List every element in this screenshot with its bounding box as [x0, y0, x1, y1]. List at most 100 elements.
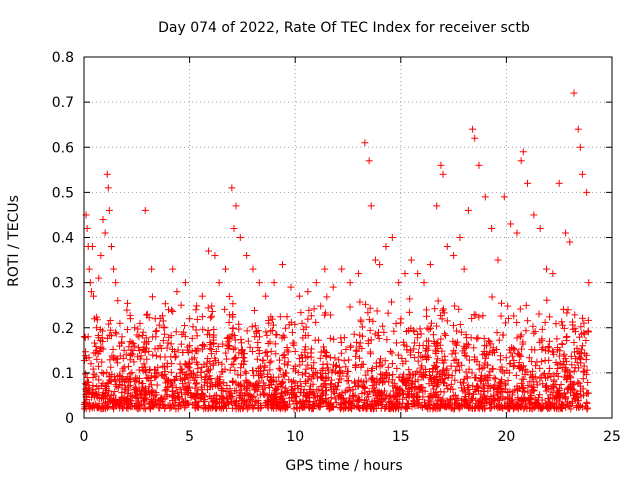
data-point	[506, 359, 514, 367]
data-point	[426, 261, 434, 269]
data-point	[438, 315, 446, 323]
data-point	[486, 404, 494, 412]
data-point	[366, 326, 374, 334]
data-point	[284, 348, 292, 356]
data-point	[517, 345, 525, 353]
data-point	[574, 378, 582, 386]
data-point	[553, 335, 561, 343]
data-point	[105, 206, 113, 214]
data-point	[582, 336, 590, 344]
data-point	[560, 324, 568, 332]
data-point	[431, 373, 439, 381]
data-point	[488, 224, 496, 232]
data-point	[412, 392, 420, 400]
data-point	[186, 367, 194, 375]
data-point	[382, 243, 390, 251]
data-point	[578, 170, 586, 178]
data-point	[139, 328, 147, 336]
data-point	[552, 320, 560, 328]
data-point	[471, 134, 479, 142]
data-point	[230, 224, 238, 232]
data-point	[583, 188, 591, 196]
data-point	[512, 371, 520, 379]
data-point	[394, 351, 402, 359]
data-point	[282, 324, 290, 332]
data-point	[312, 279, 320, 287]
data-point	[324, 364, 332, 372]
data-point	[480, 350, 488, 358]
data-point	[295, 292, 303, 300]
data-point	[236, 382, 244, 390]
data-point	[547, 373, 555, 381]
data-point	[211, 252, 219, 260]
data-point	[221, 305, 229, 313]
data-point	[552, 359, 560, 367]
data-point	[392, 339, 400, 347]
data-point	[232, 202, 240, 210]
data-point	[337, 338, 345, 346]
data-point	[568, 361, 576, 369]
data-point	[440, 378, 448, 386]
data-point	[522, 301, 530, 309]
data-point	[471, 353, 479, 361]
data-point	[361, 139, 369, 147]
data-point	[284, 361, 292, 369]
data-point	[351, 363, 359, 371]
data-point	[307, 345, 315, 353]
data-point	[142, 368, 150, 376]
data-point	[423, 352, 431, 360]
data-point	[335, 379, 343, 387]
data-point	[443, 243, 451, 251]
data-point	[155, 321, 163, 329]
data-point	[436, 341, 444, 349]
data-point	[107, 243, 115, 251]
data-point	[555, 179, 563, 187]
data-point	[197, 383, 205, 391]
data-point	[478, 384, 486, 392]
data-point	[163, 363, 171, 371]
data-point	[384, 363, 392, 371]
data-point	[148, 293, 156, 301]
data-point	[210, 339, 218, 347]
data-point	[517, 157, 525, 165]
data-point	[256, 391, 264, 399]
data-point	[499, 331, 507, 339]
data-point	[460, 265, 468, 273]
data-point	[261, 362, 269, 370]
data-point	[475, 161, 483, 169]
data-point	[134, 325, 142, 333]
data-point	[497, 312, 505, 320]
data-point	[135, 378, 143, 386]
data-point	[463, 352, 471, 360]
data-point	[229, 345, 237, 353]
data-point	[453, 363, 461, 371]
data-point	[422, 306, 430, 314]
data-point	[504, 302, 512, 310]
data-point	[171, 377, 179, 385]
data-point	[386, 347, 394, 355]
data-point	[513, 229, 521, 237]
data-point	[486, 348, 494, 356]
data-point	[441, 330, 449, 338]
data-point	[287, 283, 295, 291]
data-point	[536, 364, 544, 372]
data-point	[580, 362, 588, 370]
data-point	[524, 179, 532, 187]
data-point	[541, 318, 549, 326]
data-point	[353, 347, 361, 355]
data-point	[358, 332, 366, 340]
data-point	[358, 345, 366, 353]
data-point	[439, 170, 447, 178]
data-point	[500, 193, 508, 201]
data-point	[135, 333, 143, 341]
data-point	[365, 157, 373, 165]
data-point	[401, 270, 409, 278]
data-point	[271, 340, 279, 348]
data-point	[436, 311, 444, 319]
data-point	[413, 367, 421, 375]
data-point	[288, 328, 296, 336]
data-point	[148, 381, 156, 389]
data-point	[229, 324, 237, 332]
data-point	[529, 322, 537, 330]
